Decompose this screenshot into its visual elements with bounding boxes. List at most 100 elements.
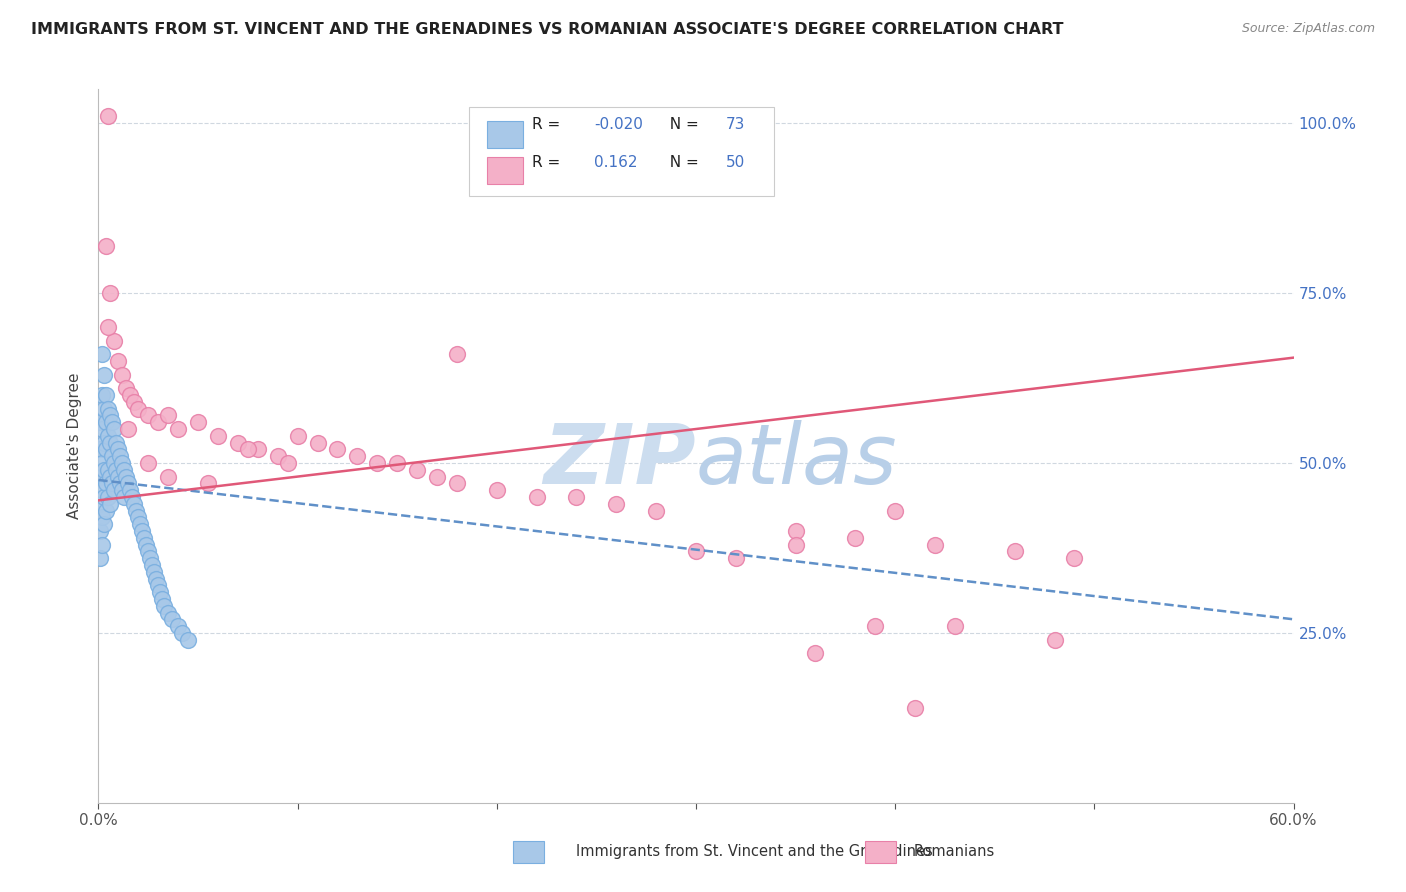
Point bbox=[187, 415, 209, 429]
Point bbox=[785, 524, 807, 538]
Point bbox=[160, 612, 183, 626]
Point bbox=[844, 531, 866, 545]
Point bbox=[149, 585, 172, 599]
Point bbox=[1043, 632, 1066, 647]
FancyBboxPatch shape bbox=[470, 107, 773, 196]
Point bbox=[115, 381, 138, 395]
Point bbox=[129, 517, 152, 532]
Point bbox=[124, 497, 146, 511]
Text: N =: N = bbox=[661, 118, 704, 132]
Point bbox=[105, 435, 128, 450]
Point bbox=[110, 476, 132, 491]
Point bbox=[485, 483, 508, 498]
Point bbox=[645, 503, 668, 517]
Text: Source: ZipAtlas.com: Source: ZipAtlas.com bbox=[1241, 22, 1375, 36]
Point bbox=[98, 497, 122, 511]
Point bbox=[145, 572, 167, 586]
Point bbox=[172, 626, 194, 640]
Point bbox=[246, 442, 269, 457]
Text: N =: N = bbox=[661, 155, 704, 170]
Point bbox=[110, 449, 132, 463]
Point bbox=[98, 435, 122, 450]
Text: atlas: atlas bbox=[696, 420, 897, 500]
Point bbox=[157, 606, 180, 620]
Point bbox=[884, 503, 907, 517]
Point bbox=[98, 286, 122, 301]
Point bbox=[115, 469, 138, 483]
Point bbox=[785, 537, 807, 551]
Point bbox=[89, 551, 111, 566]
Point bbox=[446, 347, 468, 361]
Point bbox=[111, 483, 134, 498]
Point bbox=[1063, 551, 1085, 566]
Point bbox=[111, 456, 134, 470]
Text: -0.020: -0.020 bbox=[595, 118, 644, 132]
Point bbox=[89, 442, 111, 457]
Point bbox=[98, 409, 122, 423]
Point bbox=[157, 409, 180, 423]
Point bbox=[125, 503, 148, 517]
Point bbox=[112, 490, 135, 504]
Point bbox=[93, 490, 115, 504]
Point bbox=[326, 442, 349, 457]
Point bbox=[117, 422, 139, 436]
Point bbox=[150, 591, 173, 606]
Point bbox=[134, 531, 156, 545]
Point bbox=[96, 503, 118, 517]
Point bbox=[121, 490, 143, 504]
Point bbox=[120, 483, 142, 498]
Point bbox=[277, 456, 299, 470]
Text: 50: 50 bbox=[725, 155, 745, 170]
Point bbox=[105, 463, 128, 477]
Point bbox=[685, 544, 707, 558]
Point bbox=[96, 388, 118, 402]
Point bbox=[96, 238, 118, 252]
Point bbox=[136, 544, 159, 558]
Point bbox=[96, 415, 118, 429]
Point bbox=[93, 401, 115, 416]
Point bbox=[135, 537, 157, 551]
Point bbox=[93, 517, 115, 532]
Point bbox=[117, 476, 139, 491]
Point bbox=[97, 401, 120, 416]
Point bbox=[111, 368, 134, 382]
Point bbox=[406, 463, 429, 477]
Text: IMMIGRANTS FROM ST. VINCENT AND THE GRENADINES VS ROMANIAN ASSOCIATE'S DEGREE CO: IMMIGRANTS FROM ST. VINCENT AND THE GREN… bbox=[31, 22, 1063, 37]
Point bbox=[136, 409, 159, 423]
Point bbox=[93, 435, 115, 450]
Point bbox=[148, 415, 170, 429]
Point bbox=[167, 422, 190, 436]
Point bbox=[346, 449, 368, 463]
Point bbox=[96, 476, 118, 491]
Point bbox=[526, 490, 548, 504]
Point bbox=[91, 537, 114, 551]
Point bbox=[148, 578, 170, 592]
Point bbox=[605, 497, 627, 511]
Point bbox=[127, 401, 149, 416]
Point bbox=[93, 368, 115, 382]
Bar bbox=[486, 157, 523, 184]
Point bbox=[943, 619, 966, 633]
Point bbox=[91, 483, 114, 498]
Point bbox=[141, 558, 163, 572]
Point bbox=[366, 456, 388, 470]
Text: R =: R = bbox=[533, 118, 565, 132]
Point bbox=[89, 497, 111, 511]
Point bbox=[97, 109, 120, 123]
Point bbox=[91, 422, 114, 436]
Point bbox=[385, 456, 409, 470]
Point bbox=[107, 442, 129, 457]
Point bbox=[804, 646, 827, 660]
Point bbox=[197, 476, 219, 491]
Point bbox=[565, 490, 588, 504]
Point bbox=[91, 510, 114, 524]
Point bbox=[101, 476, 124, 491]
Point bbox=[1004, 544, 1026, 558]
Point bbox=[91, 456, 114, 470]
Point bbox=[89, 524, 111, 538]
Point bbox=[120, 388, 142, 402]
Point bbox=[97, 429, 120, 443]
Point bbox=[97, 320, 120, 334]
Point bbox=[724, 551, 747, 566]
Point bbox=[93, 463, 115, 477]
